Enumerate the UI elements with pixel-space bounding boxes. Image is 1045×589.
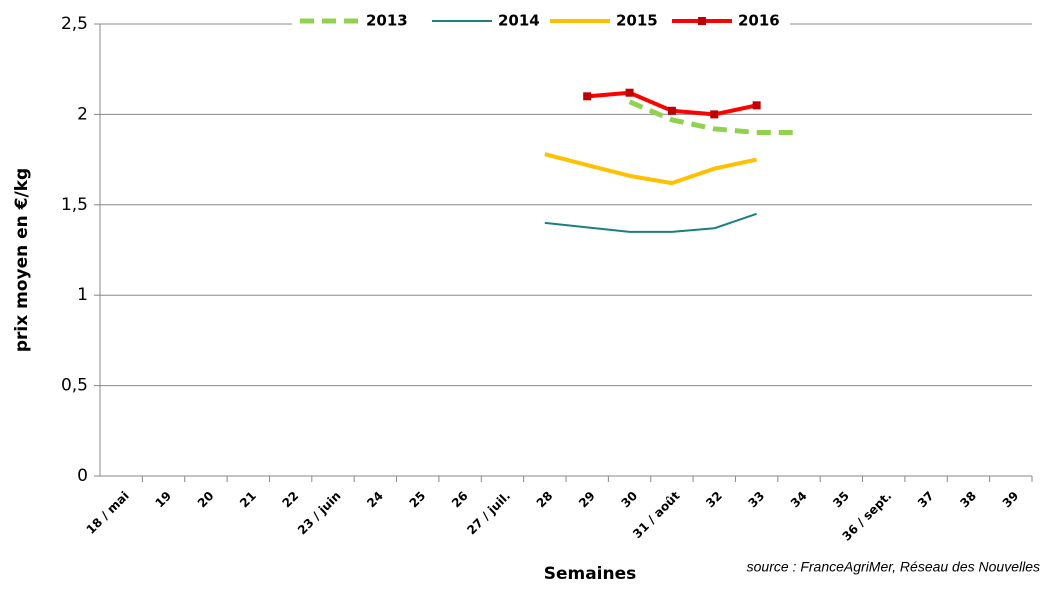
y-axis-label: prix moyen en €/kg [12,168,32,352]
legend-label: 2014 [498,12,540,30]
legend-label: 2016 [738,12,780,30]
y-tick-label: 1 [77,285,88,305]
x-tick-label: 32 [703,489,725,511]
marker [583,92,592,101]
legend-label: 2015 [616,12,658,30]
x-tick-label: 29 [576,489,598,511]
x-tick-label: 23 / juin [295,489,344,538]
y-tick-label: 2,5 [61,14,88,34]
x-tick-label: 19 [152,489,174,511]
x-tick-label: 31 / août [630,489,683,542]
x-tick-label: 26 [449,489,471,511]
x-tick-label: 37 [915,489,937,511]
series-line [544,212,757,233]
y-tick-label: 1,5 [61,195,88,215]
x-tick-label: 38 [957,489,979,511]
x-tick-label: 34 [788,489,810,511]
marker [667,106,676,115]
x-tick-label: 28 [534,489,556,511]
x-tick-label: 24 [364,489,386,511]
x-tick-label: 22 [280,489,302,511]
x-tick-label: 21 [237,489,259,511]
marker [752,101,761,110]
x-axis-label: Semaines [544,564,637,584]
y-tick-label: 0 [77,466,88,486]
source-note: source : FranceAgriMer, Réseau des Nouve… [747,559,1040,575]
marker [710,110,719,119]
x-tick-label: 25 [407,489,429,511]
x-tick-label: 33 [746,489,768,511]
y-tick-label: 0,5 [61,376,88,396]
x-tick-label: 18 / mai [84,489,132,537]
legend-marker [698,17,706,25]
x-tick-label: 20 [195,489,217,511]
x-tick-label: 27 / juil. [464,489,513,538]
x-tick-label: 30 [618,489,640,511]
series-line [544,152,758,186]
series-line [628,99,799,135]
legend-label: 2013 [366,12,408,30]
marker [625,88,634,97]
y-tick-label: 2 [77,104,88,124]
x-tick-label: 35 [830,489,852,511]
x-tick-label: 39 [1000,489,1022,511]
